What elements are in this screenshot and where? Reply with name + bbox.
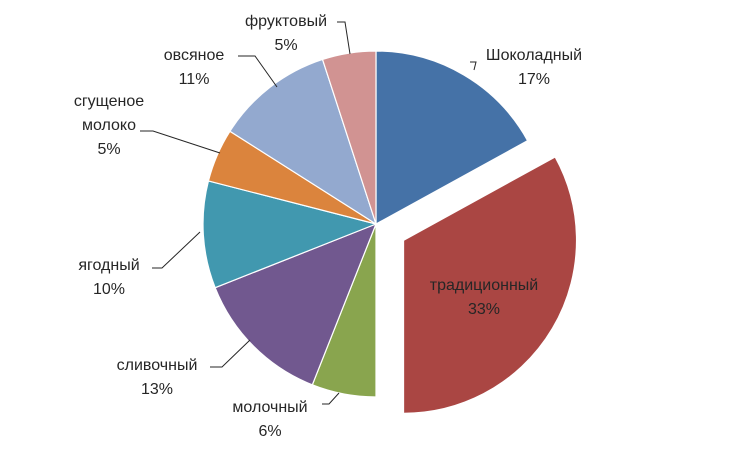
slice-label-овсяное: овсяное 11% [164,47,225,88]
leader-line [210,339,251,368]
slice-name: традиционный [430,277,539,294]
slice-name: молочный [232,399,307,416]
leader-line [322,392,340,405]
slice-label-фруктовый: фруктовый 5% [245,13,327,54]
slice-name: Шоколадный [486,47,582,64]
slice-percent: 6% [258,423,281,440]
slice-name: фруктовый [245,13,327,30]
slice-percent: 5% [274,37,297,54]
pie-slice-сливочный [214,222,378,386]
slice-label-ягодный: ягодный 10% [78,257,139,298]
pie-slice-традиционный [402,156,578,414]
slice-percent: 10% [93,281,125,298]
leader-line [152,231,201,269]
leader-line [337,21,351,55]
slice-label-сливочный: сливочный 13% [117,357,198,398]
slice-percent: 11% [179,71,210,88]
slice-name: сгущеное [74,93,144,110]
slice-label-шоколадный: Шоколадный 17% [486,47,582,88]
pie-slice-ягодный [202,180,378,289]
slice-label-молочный: молочный 6% [232,399,307,440]
slice-label-сгущеное: сгущеное молоко 5% [74,93,144,158]
pie-slices [202,50,578,414]
leader-line [238,55,278,88]
leader-lines [140,21,477,405]
slice-percent: 33% [468,301,500,318]
slice-percent: 5% [97,141,120,158]
slice-label-традиционный: традиционный 33% [430,277,539,318]
slice-percent: 17% [518,71,550,88]
pie-slice-овсяное [229,58,378,226]
slice-name: овсяное [164,47,225,64]
leader-line [140,130,221,154]
slice-name: молоко [82,117,136,134]
pie-slice-фруктовый [321,50,377,225]
slice-percent: 13% [141,381,173,398]
slice-labels: Шоколадный 17% традиционный 33% молочный 6% сл… [74,13,582,440]
slice-name: сливочный [117,357,198,374]
slice-name: ягодный [78,257,139,274]
pie-slice-шоколадный [375,50,529,226]
leader-line [470,61,477,71]
